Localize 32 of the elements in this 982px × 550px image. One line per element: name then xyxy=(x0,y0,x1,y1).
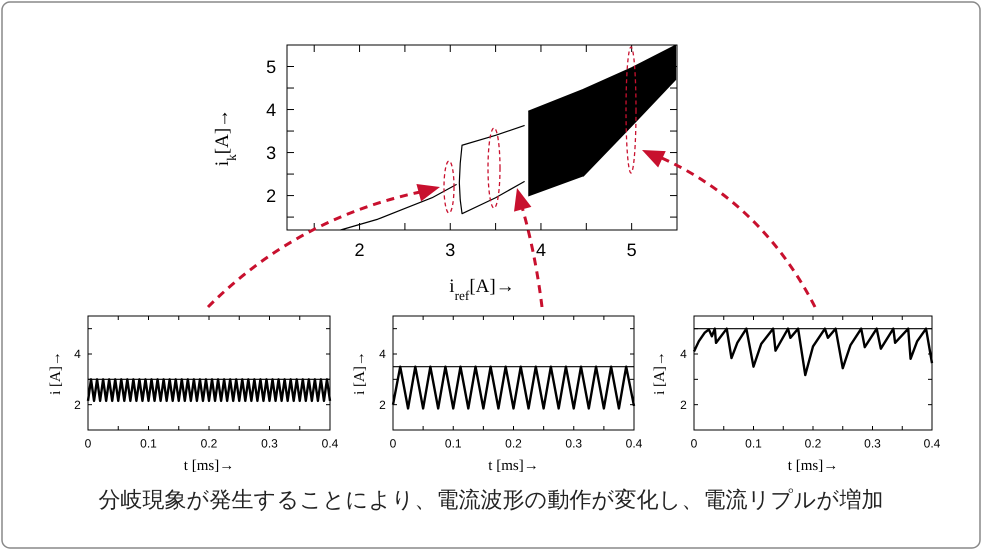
line-series xyxy=(458,124,526,214)
x-axis-title: t [ms]→ xyxy=(488,458,539,474)
x-axis-title: t [ms]→ xyxy=(788,458,838,474)
x-tick-label: 0 xyxy=(690,436,698,450)
x-axis-title: t [ms]→ xyxy=(184,458,234,474)
x-tick-label: 0.4 xyxy=(924,436,941,450)
text: 分岐現象が発生することにより、電流波形の動作が変化し、電流リプルが増加 xyxy=(98,488,884,513)
x-tick-label: 4 xyxy=(536,240,546,260)
x-tick-label: 5 xyxy=(626,240,637,260)
x-tick-label: 0.3 xyxy=(261,436,278,450)
y-tick-label: 4 xyxy=(266,100,276,120)
x-tick-label: 0.2 xyxy=(200,436,218,450)
x-tick-label: 0.3 xyxy=(864,436,882,450)
x-tick-label: 0.4 xyxy=(322,436,339,450)
x-tick-label: 0.1 xyxy=(745,436,762,450)
x-tick-label: 0.2 xyxy=(804,436,822,450)
x-tick-label: 0 xyxy=(390,436,397,450)
x-tick-label: 2 xyxy=(354,240,365,260)
y-tick-label: 5 xyxy=(266,56,276,77)
x-tick-label: 0.2 xyxy=(505,436,522,450)
x-tick-label: 3 xyxy=(445,240,456,260)
x-tick-label: 0.1 xyxy=(140,436,158,450)
x-tick-label: 0.1 xyxy=(444,436,462,450)
y-axis-title: i [A]→ xyxy=(48,351,64,395)
y-axis-title: i [A]→ xyxy=(652,351,668,395)
y-axis-title: i [A]→ xyxy=(352,351,368,395)
y-tick-label: 2 xyxy=(266,186,276,206)
x-tick-label: 0 xyxy=(84,436,92,450)
y-tick-label: 3 xyxy=(266,142,276,163)
x-axis-title: i$_{ref}$[A]→ xyxy=(449,276,515,302)
x-tick-label: 0.4 xyxy=(626,436,643,450)
x-tick-label: 0.3 xyxy=(565,436,582,450)
